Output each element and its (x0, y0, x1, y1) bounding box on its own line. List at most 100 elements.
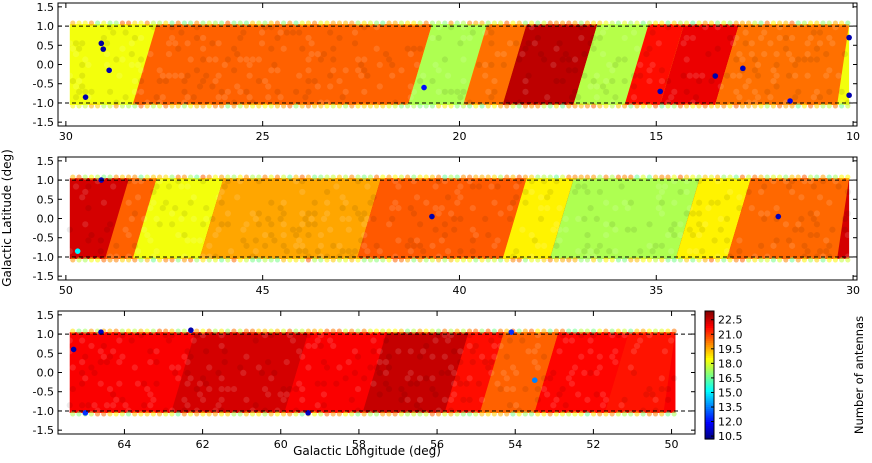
coverage-stripe (444, 332, 504, 413)
outlier-point (70, 346, 77, 353)
y-tick-label: 1.0 (37, 20, 55, 33)
outlier-point (846, 34, 852, 41)
y-tick-label: 0.0 (37, 367, 55, 380)
x-tick-label: 56 (430, 438, 444, 451)
y-tick-label: 0.0 (37, 213, 55, 226)
x-tick-label: 50 (59, 284, 73, 297)
x-tick-label: 62 (196, 438, 210, 451)
y-tick-label: -0.5 (33, 232, 54, 245)
x-tick-label: 15 (649, 130, 663, 143)
coverage-stripe (604, 332, 676, 413)
panel-top: 1.5 1.0 0.5 0.0 -0.5 -1.0 -1.5 30 25 20 15 10 (33, 1, 861, 143)
outlier-point (98, 329, 104, 335)
x-tick-label: 40 (452, 284, 466, 297)
y-tick-label: 1.0 (37, 174, 55, 187)
x-tick-label: 20 (452, 130, 466, 143)
x-tick-label: 60 (274, 438, 288, 451)
coverage-stripe (132, 178, 224, 259)
coverage-stripe (356, 178, 527, 259)
x-tick-label: 64 (117, 438, 131, 451)
x-tick-label: 58 (352, 438, 366, 451)
colorbar-tick-label: 12.0 (718, 416, 743, 429)
colorbar-tick-label: 22.5 (718, 314, 743, 327)
coverage-stripe (660, 24, 740, 105)
outlier-point (531, 377, 538, 383)
coverage-stripe (463, 24, 527, 105)
coverage-stripe (171, 332, 309, 413)
colorbar-tick-label: 15.0 (718, 386, 743, 399)
outlier-point (846, 92, 852, 99)
coverage-stripe (69, 178, 130, 259)
coverage-stripe (726, 178, 850, 259)
x-tick-label: 50 (665, 438, 679, 451)
coverage-stripe (502, 24, 598, 105)
y-tick-label: 1.5 (37, 309, 55, 322)
x-axis-label: Galactic Longitude (deg) (293, 444, 441, 458)
outlier-point (740, 65, 746, 72)
y-tick-label: -1.5 (33, 424, 54, 437)
coverage-stripe (479, 332, 559, 413)
outlier-point (657, 88, 664, 95)
y-tick-label: 1.5 (37, 1, 55, 14)
outlier-point (421, 84, 427, 91)
outlier-point (508, 329, 515, 335)
y-tick-label: -1.0 (33, 251, 54, 264)
coverage-stripe (362, 332, 469, 413)
coverage-stripe (624, 24, 685, 105)
colorbar-tick-label: 18.0 (718, 357, 743, 370)
coverage-stripe (105, 178, 157, 259)
x-tick-label: 10 (846, 130, 860, 143)
x-tick-label: 25 (256, 130, 270, 143)
coverage-stripe (69, 332, 196, 413)
x-tick-label: 30 (59, 130, 73, 143)
y-tick-label: -0.5 (33, 386, 54, 399)
coverage-stripe (199, 178, 381, 259)
panel-bottom: 1.5 1.0 0.5 0.0 -0.5 -1.0 -1.5 64 62 60 58 56 54 52 50 (33, 309, 696, 451)
colorbar-tick-label: 16.5 (718, 372, 743, 385)
coverage-stripe (284, 332, 387, 413)
x-tick-label: 52 (586, 438, 600, 451)
y-tick-label: -1.0 (33, 97, 54, 110)
outlier-point (106, 67, 112, 74)
outlier-point (305, 410, 311, 416)
coverage-stripe (534, 332, 629, 413)
y-tick-label: 0.5 (37, 193, 55, 206)
y-tick-label: -1.5 (33, 270, 54, 283)
colorbar-tick-label: 21.0 (718, 328, 743, 341)
x-tick-label: 35 (649, 284, 663, 297)
outlier-point (712, 73, 719, 79)
coverage-stripe (69, 24, 157, 105)
coverage-stripe (573, 24, 649, 105)
coverage-stripe (715, 24, 850, 105)
outlier-point (74, 248, 81, 254)
x-tick-label: 45 (256, 284, 270, 297)
outlier-point (82, 410, 89, 416)
outlier-point (188, 327, 194, 334)
y-tick-label: -0.5 (33, 78, 54, 91)
outlier-point (100, 46, 107, 52)
outlier-point (775, 213, 782, 220)
y-axis-label: Galactic Latitude (deg) (0, 149, 14, 287)
coverage-stripe (408, 24, 488, 105)
coverage-stripe (502, 178, 574, 259)
y-tick-label: 0.5 (37, 39, 55, 52)
y-tick-label: 0.5 (37, 347, 55, 360)
outlier-point (82, 94, 89, 100)
coverage-stripe (675, 178, 751, 259)
y-tick-label: -1.5 (33, 116, 54, 129)
colorbar-tick-label: 13.5 (718, 401, 743, 414)
coverage-stripe (132, 24, 433, 105)
outlier-point (787, 98, 793, 104)
y-tick-label: 0.0 (37, 59, 55, 72)
outlier-point (429, 213, 435, 220)
coverage-stripe (549, 178, 700, 259)
outlier-point (98, 40, 105, 47)
panel-middle: 1.5 1.0 0.5 0.0 -0.5 -1.0 -1.5 50 45 40 35 30 (33, 155, 861, 297)
colorbar: 22.521.0 19.518.0 16.515.0 13.5 12.010.5 (704, 310, 743, 443)
colorbar-tick-label: 19.5 (718, 343, 743, 356)
colorbar-label: Number of antennas (852, 316, 866, 434)
y-tick-label: 1.0 (37, 328, 55, 341)
colorbar-tick-label: 10.5 (718, 430, 743, 443)
x-tick-label: 54 (508, 438, 522, 451)
